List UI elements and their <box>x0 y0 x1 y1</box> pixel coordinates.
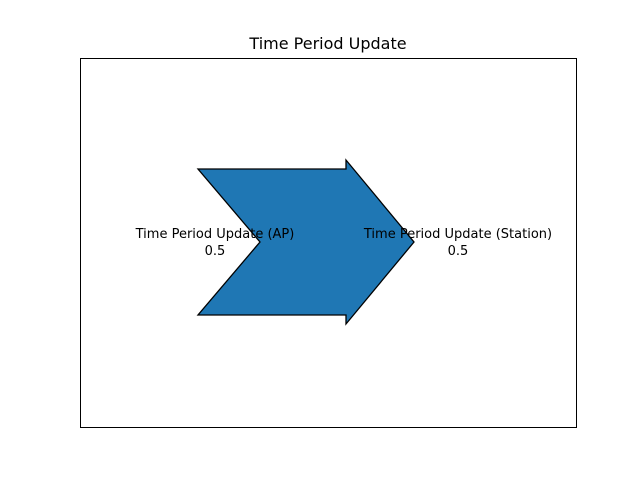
sankey-flow-shape <box>196 158 415 326</box>
flow-label-station-name: Time Period Update (Station) <box>363 227 552 242</box>
flow-label-station: Time Period Update (Station) 0.5 <box>363 227 552 259</box>
plot-frame <box>80 58 577 428</box>
flow-label-ap-name: Time Period Update (AP) <box>135 227 295 242</box>
flow-label-station-value: 0.5 <box>448 244 469 259</box>
flow-label-ap-value: 0.5 <box>205 244 226 259</box>
flow-label-ap: Time Period Update (AP) 0.5 <box>135 227 295 259</box>
chart-title: Time Period Update <box>248 34 406 53</box>
